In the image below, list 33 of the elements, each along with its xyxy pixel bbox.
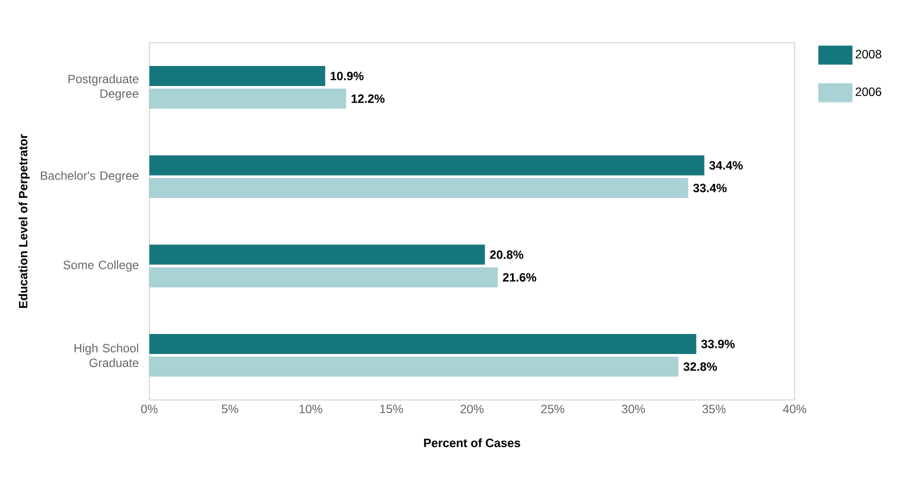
data-label: 21.6% — [502, 273, 536, 282]
x-tick-label: 15% — [380, 404, 403, 414]
legend-label: 2008 — [856, 50, 882, 58]
data-label: 34.4% — [709, 161, 743, 170]
bar — [149, 155, 704, 176]
x-tick-label: 10% — [300, 404, 322, 414]
data-label: 20.8% — [490, 250, 524, 259]
bar — [149, 334, 696, 354]
x-tick-label: 35% — [702, 404, 726, 414]
x-tick-label: 20% — [460, 404, 484, 414]
bar — [149, 267, 498, 288]
bar — [149, 178, 688, 198]
x-tick-label: 40% — [782, 404, 806, 414]
legend-label: 2006 — [856, 88, 882, 96]
x-tick-label: 0% — [141, 404, 158, 414]
bar — [149, 356, 679, 377]
y-tick-label: High School Graduate — [74, 344, 138, 368]
data-label: 33.4% — [693, 184, 727, 192]
y-tick-label: Some College — [63, 260, 138, 272]
y-tick-label: Bachelor's Degree — [40, 171, 138, 182]
y-tick-label: Postgraduate Degree — [68, 74, 138, 100]
data-label: 33.9% — [701, 340, 735, 348]
bar — [149, 66, 326, 86]
x-tick-label: 30% — [622, 404, 645, 414]
data-label: 12.2% — [352, 94, 385, 103]
data-label: 32.8% — [683, 362, 717, 371]
x-axis-title: Percent of Cases — [424, 438, 520, 448]
y-axis-title: Education Level of Perpetrator — [18, 134, 30, 308]
bar — [149, 88, 346, 109]
x-tick-label: 25% — [541, 404, 564, 414]
bar — [149, 244, 485, 265]
data-label: 10.9% — [330, 72, 364, 80]
x-tick-label: 5% — [222, 404, 238, 414]
